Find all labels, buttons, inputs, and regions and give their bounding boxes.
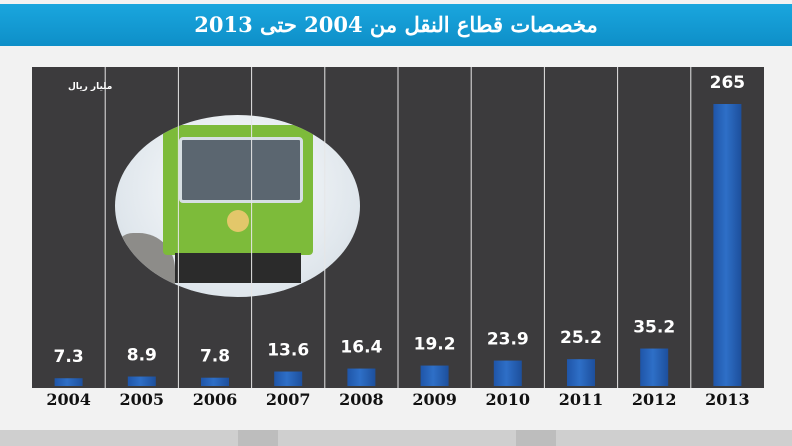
bar-2011 — [567, 359, 595, 386]
train-undercarriage-image — [175, 253, 301, 283]
chart-title: مخصصات قطاع النقل من 2004 حتى 2013 — [194, 12, 598, 37]
value-label-2013: 265 — [710, 73, 746, 93]
unit-label: مليار ريال — [68, 82, 113, 92]
strip-divider — [516, 430, 556, 446]
x-tick-2009: 2009 — [412, 390, 457, 409]
value-label-2009: 19.2 — [414, 335, 456, 355]
x-tick-2005: 2005 — [120, 390, 165, 409]
train-emblem-image — [227, 210, 249, 232]
bar-2004 — [54, 378, 83, 386]
x-tick-2004: 2004 — [46, 390, 91, 409]
bar-chart: 7.3 2004 8.9 2005 7.8 2006 13.6 2007 16.4 2008 19.… — [46, 67, 750, 409]
x-tick-2011: 2011 — [559, 390, 604, 409]
value-label-2010: 23.9 — [487, 330, 529, 350]
x-tick-2013: 2013 — [705, 390, 750, 409]
train-photo — [115, 115, 360, 297]
value-label-2005: 8.9 — [127, 346, 157, 366]
strip-divider — [238, 430, 278, 446]
bar-2007 — [274, 371, 303, 386]
train-window-image — [179, 137, 303, 203]
bar-2009 — [420, 365, 449, 386]
x-tick-2006: 2006 — [193, 390, 238, 409]
x-tick-2007: 2007 — [266, 390, 311, 409]
value-label-2007: 13.6 — [267, 341, 309, 361]
bar-2012 — [640, 348, 669, 386]
value-label-2008: 16.4 — [340, 338, 382, 358]
x-tick-2008: 2008 — [339, 390, 384, 409]
value-label-2004: 7.3 — [54, 347, 84, 367]
bar-2013 — [713, 104, 742, 386]
bar-2010 — [493, 360, 522, 386]
bar-2005 — [127, 376, 156, 386]
title-bar: مخصصات قطاع النقل من 2004 حتى 2013 — [0, 4, 792, 46]
x-tick-2010: 2010 — [486, 390, 531, 409]
value-label-2011: 25.2 — [560, 328, 602, 348]
bar-2006 — [201, 377, 229, 386]
x-tick-2012: 2012 — [632, 390, 677, 409]
bottom-strip — [0, 430, 792, 446]
value-label-2012: 35.2 — [633, 318, 675, 338]
bar-2008 — [347, 368, 376, 386]
value-label-2006: 7.8 — [200, 347, 230, 367]
